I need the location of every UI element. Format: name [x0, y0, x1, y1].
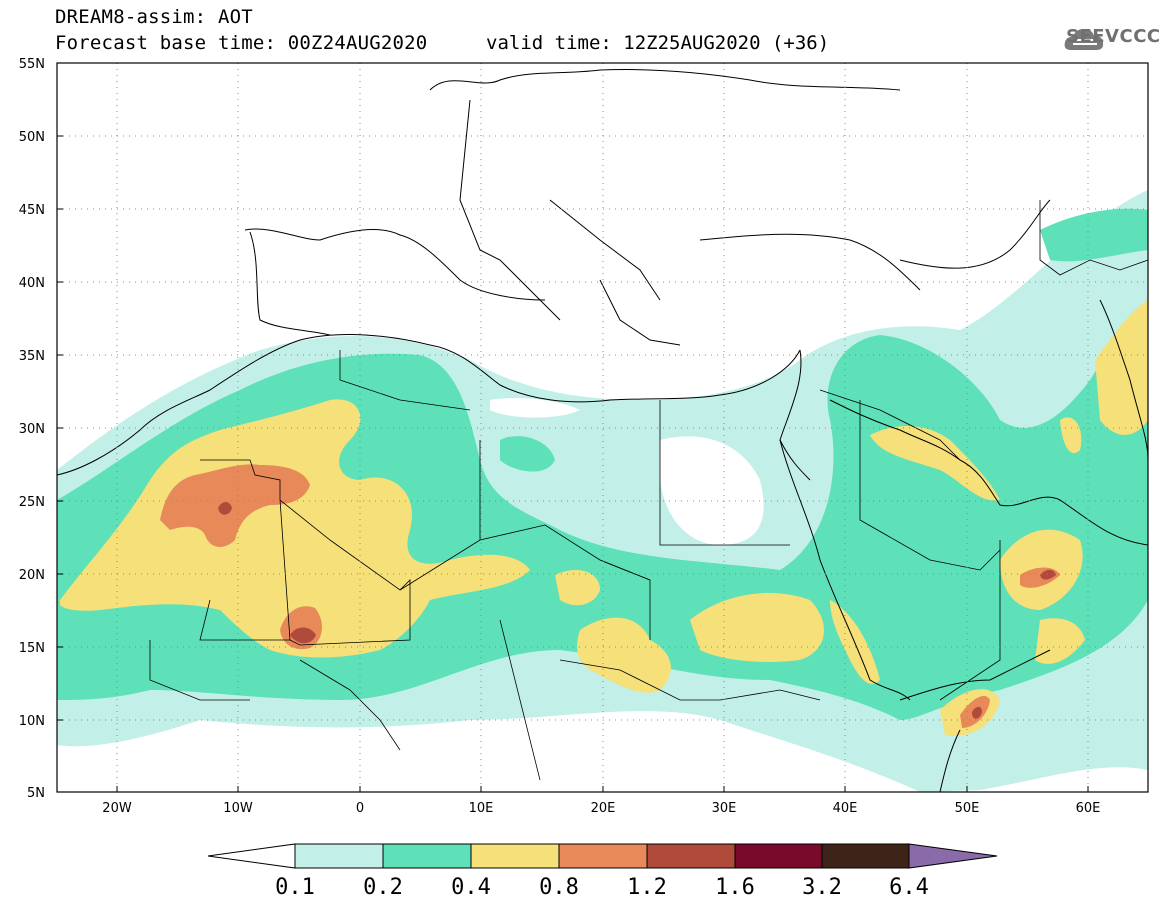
legend-swatch: [821, 843, 910, 869]
aot-shading: [57, 190, 1148, 792]
legend-label: 0.8: [539, 875, 579, 900]
lat-label: 15N: [19, 641, 45, 656]
legend-swatch: [470, 843, 560, 869]
legend-swatch: [382, 843, 472, 869]
base-time-label: Forecast base time: 00Z24AUG2020: [55, 32, 428, 54]
legend-label: 1.2: [627, 875, 667, 900]
legend-swatch: [646, 843, 736, 869]
logo-text: SEEVCCC: [1066, 26, 1161, 47]
lat-label: 30N: [19, 422, 45, 437]
legend-swatch: [734, 843, 823, 869]
legend-swatch-below: [207, 843, 296, 869]
lat-label: 35N: [19, 349, 45, 364]
legend-label: 0.1: [275, 875, 315, 900]
legend-label: 0.2: [363, 875, 403, 900]
lat-label: 20N: [19, 568, 45, 583]
lat-label: 55N: [19, 57, 45, 72]
lat-label: 40N: [19, 276, 45, 291]
product-title: DREAM8-assim: AOT: [55, 6, 253, 28]
lon-label: 40E: [833, 801, 858, 816]
lat-label: 50N: [19, 130, 45, 145]
cloud-logo-icon: [1064, 29, 1104, 50]
legend-swatch-above: [908, 843, 998, 869]
latitude-labels: 55N 50N 45N 40N 35N 30N 25N 20N 15N 10N …: [19, 57, 45, 801]
lat-label: 5N: [27, 786, 45, 801]
longitude-labels: 20W 10W 0 10E 20E 30E 40E 50E 60E: [102, 801, 1100, 816]
lon-label: 10W: [223, 801, 253, 816]
lon-label: 30E: [712, 801, 737, 816]
legend-swatch: [294, 843, 384, 869]
legend-label: 6.4: [889, 875, 929, 900]
lon-label: 50E: [955, 801, 980, 816]
axis-ticks: [57, 62, 1089, 792]
valid-time-label: valid time: 12Z25AUG2020 (+36): [486, 32, 830, 54]
lat-label: 45N: [19, 203, 45, 218]
lon-label: 60E: [1076, 801, 1101, 816]
legend-label: 1.6: [715, 875, 755, 900]
lon-label: 0: [356, 801, 364, 816]
legend-label: 0.4: [451, 875, 491, 900]
lat-label: 25N: [19, 495, 45, 510]
lat-label: 10N: [19, 714, 45, 729]
country-borders: [149, 200, 1148, 781]
legend-label: 3.2: [802, 875, 842, 900]
lon-label: 20W: [102, 801, 132, 816]
lon-label: 20E: [591, 801, 616, 816]
color-legend: [207, 843, 998, 869]
lon-label: 10E: [469, 801, 494, 816]
legend-swatch: [558, 843, 648, 869]
legend-labels: 0.1 0.2 0.4 0.8 1.2 1.6 3.2 6.4: [275, 875, 929, 900]
